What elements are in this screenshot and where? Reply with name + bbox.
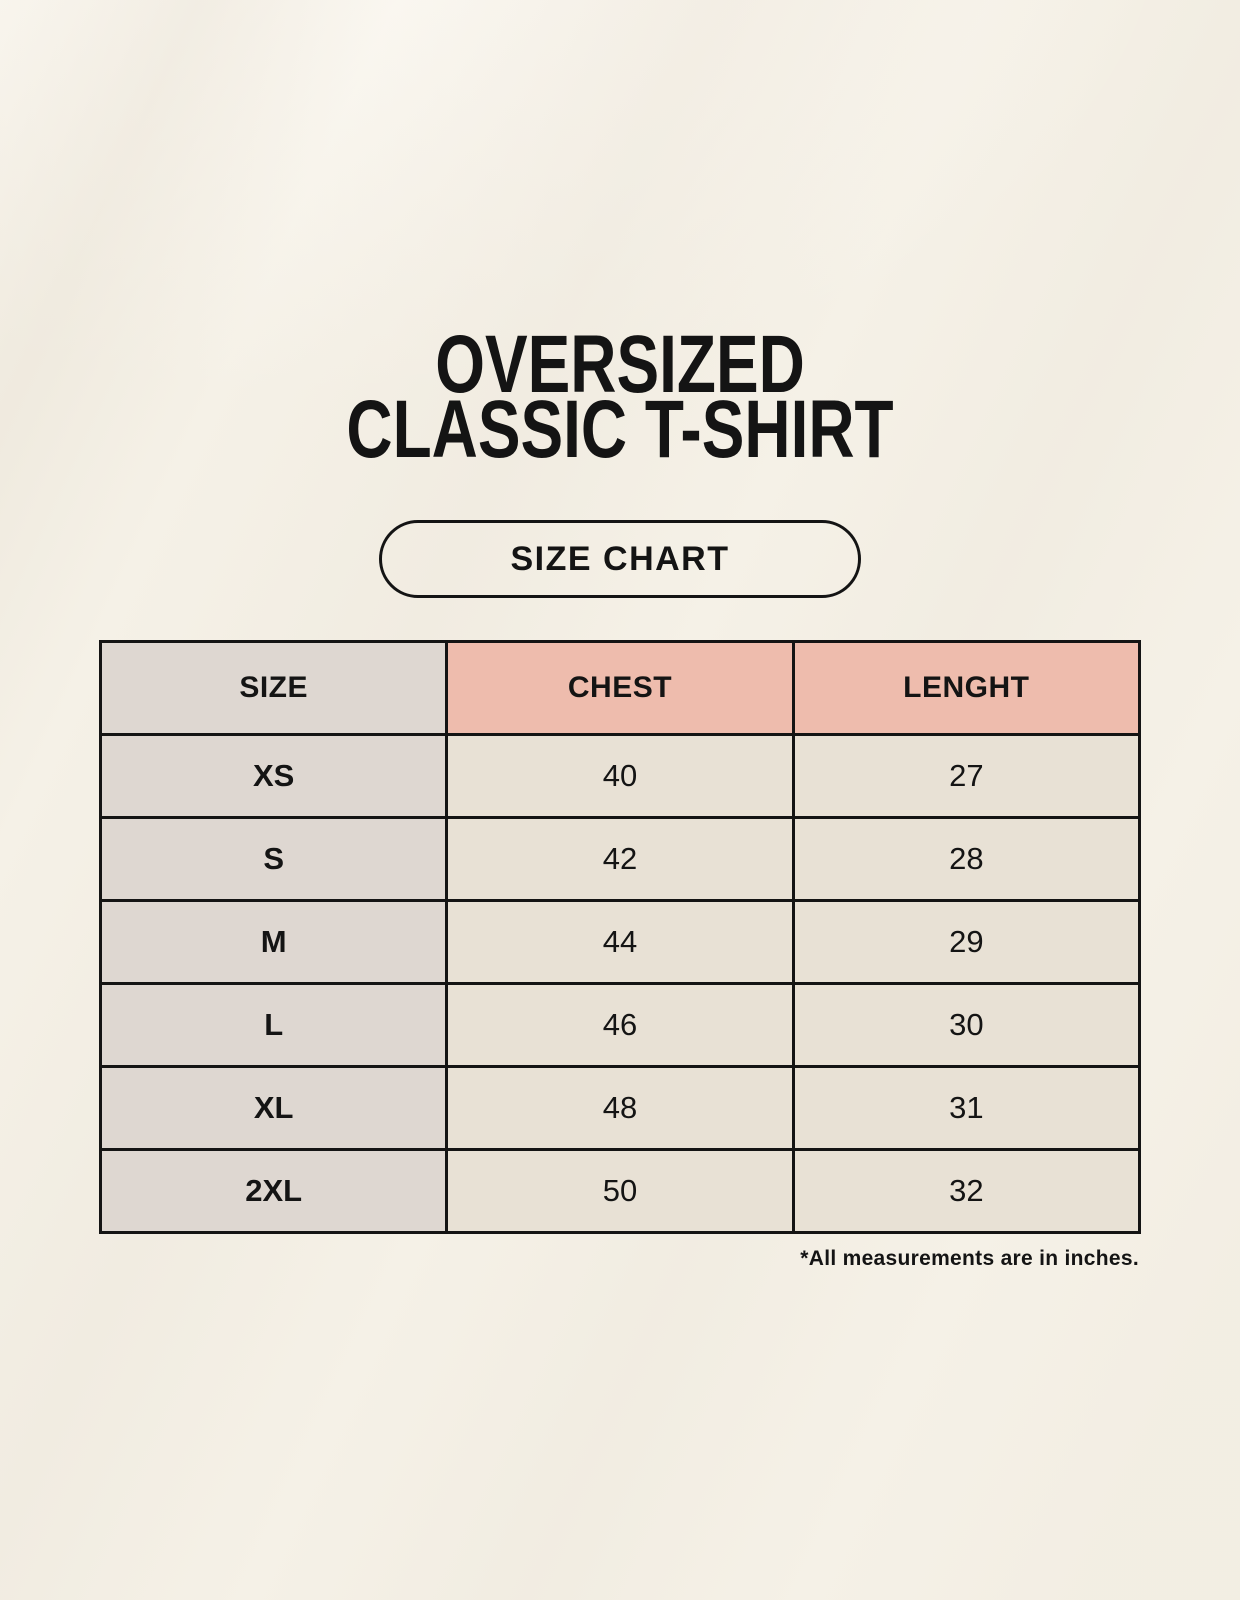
length-cell: 28 xyxy=(791,816,1142,902)
table-row: XL 48 31 xyxy=(98,1065,1142,1151)
size-chart-badge-label: SIZE CHART xyxy=(510,539,730,578)
column-header-chest: CHEST xyxy=(445,640,795,736)
product-title-line1: OVERSIZED xyxy=(435,319,805,410)
product-title-line2: CLASSIC T-SHIRT xyxy=(346,384,894,475)
size-table-header: SIZE CHEST LENGHT xyxy=(98,640,1142,736)
size-chart-badge: SIZE CHART xyxy=(379,520,861,598)
chest-cell: 46 xyxy=(445,982,795,1068)
size-cell: XL xyxy=(98,1065,449,1151)
size-cell: 2XL xyxy=(98,1148,449,1234)
length-cell: 32 xyxy=(791,1148,1142,1234)
size-table-body: XS 40 27 S 42 28 M 44 29 L 46 30 XL 48 31 2XL 50 32 xyxy=(98,733,1142,1234)
table-row: 2XL 50 32 xyxy=(98,1148,1142,1234)
chest-cell: 44 xyxy=(445,899,795,985)
size-cell: M xyxy=(98,899,449,985)
column-header-size: SIZE xyxy=(98,640,449,736)
size-cell: XS xyxy=(98,733,449,819)
size-chart-poster: OVERSIZED CLASSIC T-SHIRT SIZE CHART SIZ… xyxy=(98,0,1142,1271)
length-cell: 31 xyxy=(791,1065,1142,1151)
table-row: XS 40 27 xyxy=(98,733,1142,819)
length-cell: 29 xyxy=(791,899,1142,985)
chest-cell: 48 xyxy=(445,1065,795,1151)
chest-cell: 40 xyxy=(445,733,795,819)
measurements-footnote: *All measurements are in inches. xyxy=(800,1247,1139,1270)
table-row: L 46 30 xyxy=(98,982,1142,1068)
size-cell: L xyxy=(98,982,449,1068)
chest-cell: 42 xyxy=(445,816,795,902)
product-title: OVERSIZED CLASSIC T-SHIRT xyxy=(214,319,1027,475)
size-cell: S xyxy=(98,816,449,902)
column-header-length: LENGHT xyxy=(791,640,1142,736)
size-table: SIZE CHEST LENGHT XS 40 27 S 42 28 M 44 29 L 46 30 X… xyxy=(98,640,1142,1234)
chest-cell: 50 xyxy=(445,1148,795,1234)
length-cell: 30 xyxy=(791,982,1142,1068)
table-row: M 44 29 xyxy=(98,899,1142,985)
length-cell: 27 xyxy=(791,733,1142,819)
table-row: S 42 28 xyxy=(98,816,1142,902)
header-row: SIZE CHEST LENGHT xyxy=(98,640,1142,736)
